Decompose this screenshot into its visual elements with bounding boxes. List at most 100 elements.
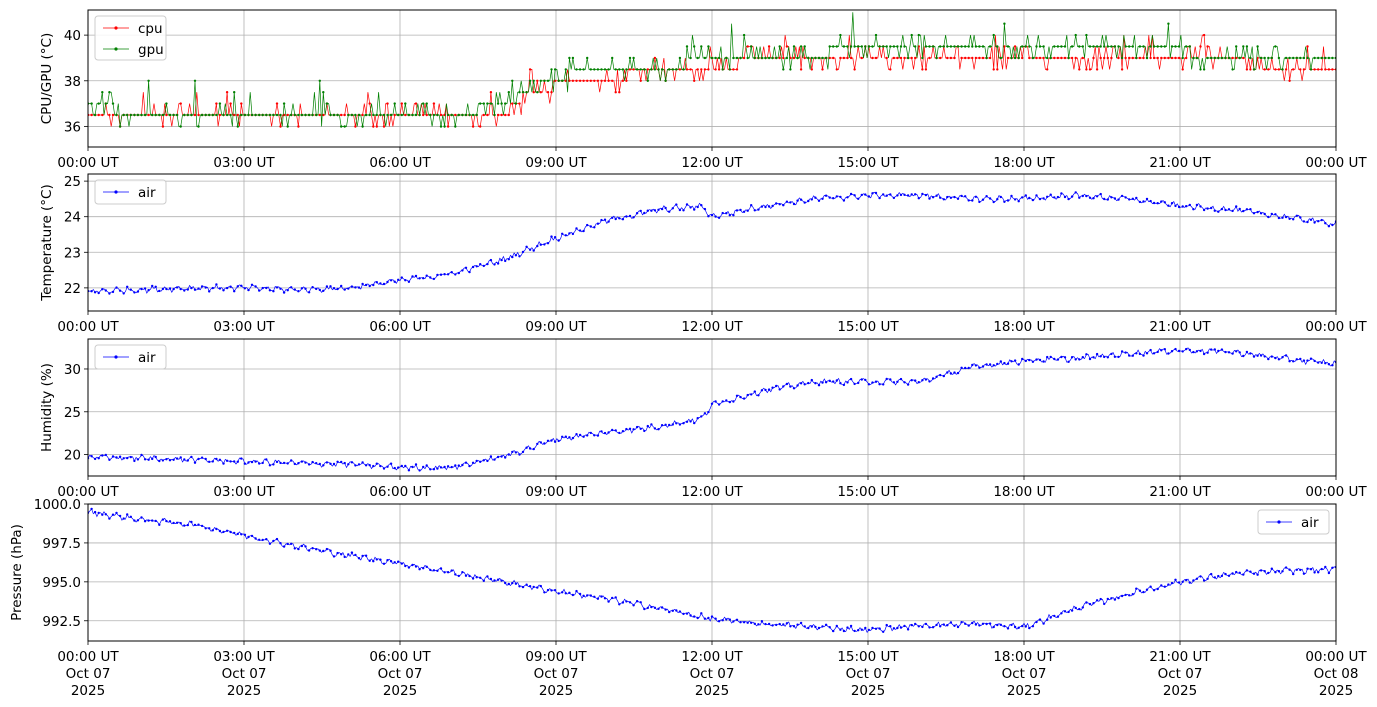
data-point <box>717 216 721 219</box>
data-point <box>133 291 136 294</box>
data-point <box>208 460 211 463</box>
data-point <box>1003 361 1006 365</box>
data-point <box>596 79 600 83</box>
data-point <box>1277 56 1281 60</box>
data-point <box>179 125 182 128</box>
data-point <box>222 113 225 117</box>
data-point <box>586 79 589 83</box>
data-point <box>1220 574 1224 578</box>
data-point <box>1249 56 1252 60</box>
data-point <box>500 258 503 262</box>
data-point <box>1174 204 1177 208</box>
data-point <box>1103 45 1106 48</box>
data-point <box>1292 218 1295 221</box>
data-point <box>1202 33 1206 37</box>
x-tick-date-label: Oct 07 <box>378 666 423 682</box>
data-point <box>268 464 272 467</box>
data-point <box>115 456 118 459</box>
data-point <box>93 291 97 294</box>
data-point <box>842 199 846 202</box>
data-point <box>1092 356 1095 359</box>
data-point <box>782 68 785 71</box>
data-point <box>97 113 100 117</box>
data-point <box>425 565 428 568</box>
data-point <box>1213 348 1217 351</box>
data-point <box>154 519 157 523</box>
data-point <box>425 274 428 277</box>
data-point <box>407 566 411 569</box>
data-point <box>1217 210 1220 213</box>
data-point <box>935 623 938 627</box>
data-point <box>136 113 140 117</box>
data-point <box>318 288 321 292</box>
data-point <box>839 56 842 60</box>
data-point <box>446 125 450 128</box>
x-tick-year-label: 2025 <box>539 683 573 699</box>
data-point <box>625 79 628 83</box>
data-point <box>1149 348 1152 352</box>
data-point <box>108 517 111 520</box>
data-point <box>518 102 521 105</box>
data-point <box>1252 68 1256 71</box>
data-point <box>593 595 596 598</box>
data-point <box>1067 360 1070 363</box>
data-point <box>1049 616 1052 619</box>
data-point <box>521 585 525 589</box>
data-point <box>732 214 735 217</box>
data-point <box>1270 56 1274 60</box>
data-point <box>703 68 707 71</box>
data-point <box>293 288 296 291</box>
data-point <box>322 113 325 117</box>
x-tick-label: 03:00 UT <box>213 484 275 500</box>
data-point <box>860 193 863 197</box>
data-point <box>361 125 364 128</box>
data-point <box>1306 359 1309 362</box>
data-point <box>764 56 767 60</box>
data-point <box>882 630 885 633</box>
data-point <box>635 68 639 71</box>
data-point <box>1263 570 1266 573</box>
data-point <box>1274 356 1277 360</box>
data-point <box>1327 571 1331 575</box>
data-point <box>1252 572 1256 575</box>
data-point <box>1095 195 1099 198</box>
data-point <box>821 381 824 384</box>
data-point <box>782 56 785 60</box>
data-point <box>589 225 592 228</box>
data-point <box>1181 56 1184 60</box>
data-point <box>981 56 985 60</box>
data-point <box>1231 209 1234 213</box>
data-point <box>1021 624 1024 628</box>
data-point <box>208 527 211 530</box>
data-point <box>368 464 371 467</box>
data-point <box>1288 217 1291 220</box>
data-point <box>953 45 956 48</box>
data-point <box>996 45 999 48</box>
data-point <box>988 363 992 366</box>
data-point <box>1042 45 1045 48</box>
data-point <box>1220 207 1224 211</box>
data-point <box>1070 56 1074 60</box>
data-point <box>1274 213 1277 216</box>
data-point <box>575 79 578 83</box>
data-point <box>218 287 222 290</box>
data-point <box>379 464 382 468</box>
data-point <box>910 56 913 60</box>
data-point <box>668 610 671 614</box>
data-point <box>1081 45 1085 48</box>
data-point <box>1049 355 1052 359</box>
data-point <box>639 68 642 71</box>
data-point <box>536 442 539 446</box>
data-point <box>974 195 978 198</box>
x-tick-label: 00:00 UT <box>1305 484 1367 500</box>
data-point <box>732 400 735 403</box>
data-point <box>974 45 978 48</box>
data-point <box>496 455 500 459</box>
data-point <box>646 68 649 71</box>
data-point <box>1324 56 1327 60</box>
data-point <box>507 258 510 261</box>
legend-label-air: air <box>1301 515 1319 531</box>
data-point <box>1309 357 1313 360</box>
data-point <box>561 232 564 235</box>
